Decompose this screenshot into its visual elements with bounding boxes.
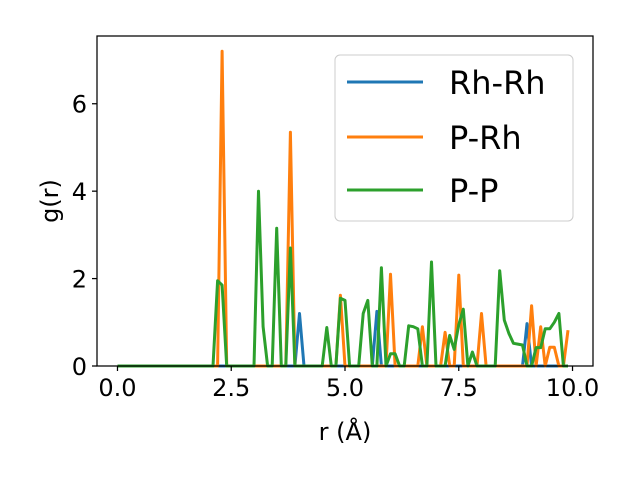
legend-label-p-p: P-P (449, 172, 498, 210)
y-tick-label: 0 (72, 353, 87, 381)
x-tick-label: 0.0 (98, 374, 136, 402)
x-axis: 0.0 2.5 5.0 7.5 10.0 (98, 366, 599, 402)
legend-box (334, 54, 574, 222)
x-tick-label: 7.5 (440, 374, 478, 402)
legend: Rh-Rh P-Rh P-P (334, 54, 574, 222)
x-tick-label: 5.0 (326, 374, 364, 402)
legend-label-rh-rh: Rh-Rh (449, 64, 546, 102)
x-axis-label: r (Å) (319, 417, 372, 446)
x-tick-label: 10.0 (546, 374, 599, 402)
legend-label-p-rh: P-Rh (449, 119, 522, 157)
y-axis-label: g(r) (36, 179, 64, 223)
y-axis: 0 2 4 6 (72, 91, 97, 381)
x-tick-label: 2.5 (212, 374, 250, 402)
y-tick-label: 4 (72, 178, 87, 206)
y-tick-label: 6 (72, 91, 87, 119)
series-line-p-rh (117, 49, 570, 368)
y-tick-label: 2 (72, 266, 87, 294)
